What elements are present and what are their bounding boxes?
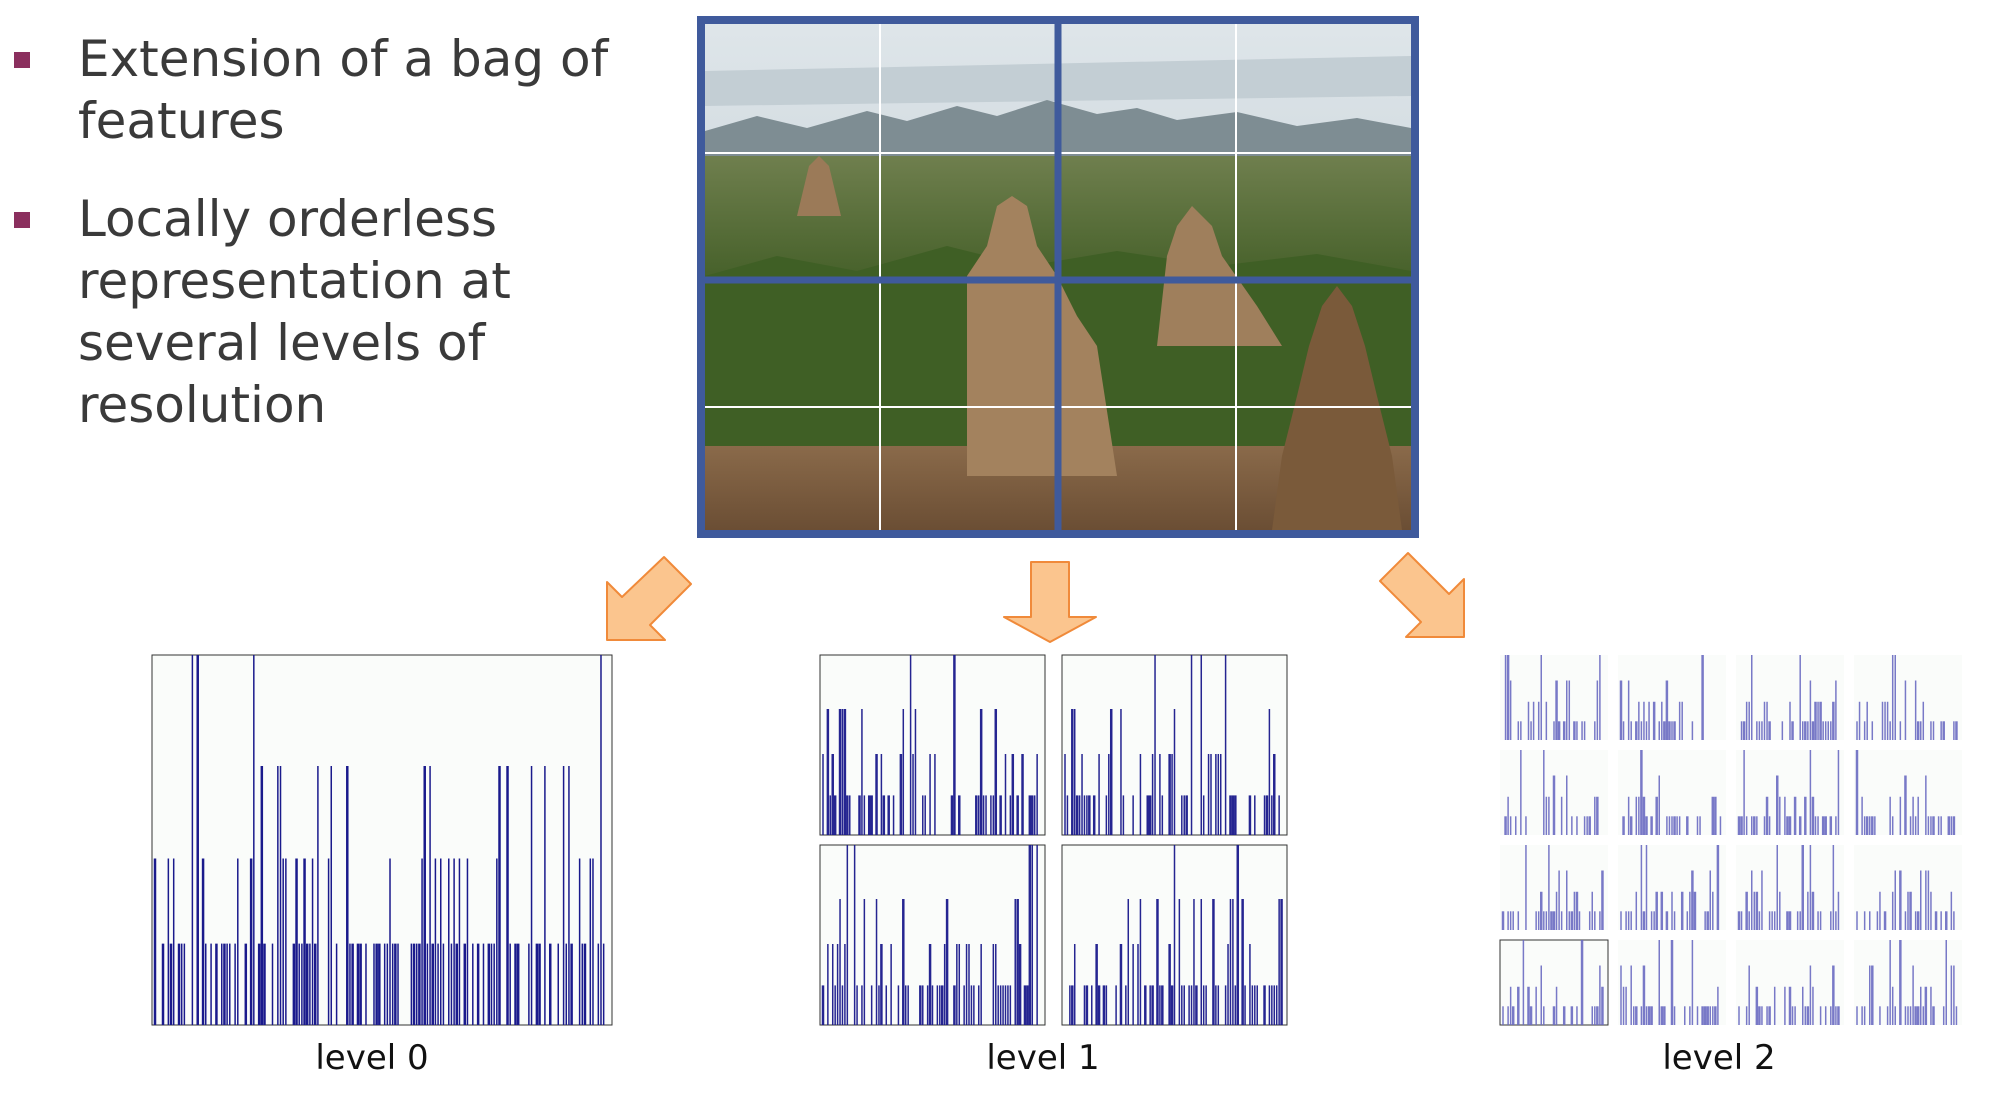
histogram-level0-frame [151, 654, 613, 1026]
bullet-list: Extension of a bag of features Locally o… [0, 28, 690, 472]
level-1-label: level 1 [986, 1038, 1100, 1078]
histogram-level2-5 [1618, 750, 1726, 835]
photo-temple-right [1157, 206, 1282, 346]
histogram-level2-0 [1500, 655, 1608, 740]
photo-grid-thick [705, 24, 1411, 530]
bullet-marker-icon [14, 52, 30, 68]
landscape-photo-grid [697, 16, 1419, 538]
bullet-item: Extension of a bag of features [0, 28, 690, 152]
level-0-label: level 0 [315, 1038, 429, 1078]
histogram-level2-9 [1618, 845, 1726, 930]
histogram-level1-c [819, 844, 1046, 1026]
histogram-level2-15 [1854, 940, 1962, 1025]
level-2-label: level 2 [1662, 1038, 1776, 1078]
histogram-level1-b [1061, 654, 1288, 836]
photo-temple-far [797, 156, 841, 216]
histogram-level2-14 [1736, 940, 1844, 1025]
histogram-level2-4 [1500, 750, 1608, 835]
histogram-level1-a [819, 654, 1046, 836]
histogram-level2-1 [1618, 655, 1726, 740]
histogram-level2-3-frame [1854, 655, 1962, 740]
photo-frame [697, 16, 1419, 538]
bullet-item: Locally orderless representation at seve… [0, 188, 690, 436]
bullet-text: Extension of a bag of features [78, 30, 609, 150]
histogram-level1-a-frame [819, 654, 1046, 836]
bullet-text: Locally orderless representation at seve… [78, 190, 511, 434]
histogram-level1-d [1061, 844, 1288, 1026]
histogram-level2-12 [1499, 939, 1609, 1026]
histogram-level2-11 [1854, 845, 1962, 930]
histogram-level2-10 [1736, 845, 1844, 930]
histogram-level2-6 [1736, 750, 1844, 835]
histogram-level2-7 [1854, 750, 1962, 835]
histogram-level2-3 [1854, 655, 1962, 740]
histogram-level2-13 [1618, 940, 1726, 1025]
histogram-level0 [151, 654, 613, 1026]
histogram-level2-8 [1500, 845, 1608, 930]
bullet-marker-icon [14, 212, 30, 228]
histogram-level2-2 [1736, 655, 1844, 740]
